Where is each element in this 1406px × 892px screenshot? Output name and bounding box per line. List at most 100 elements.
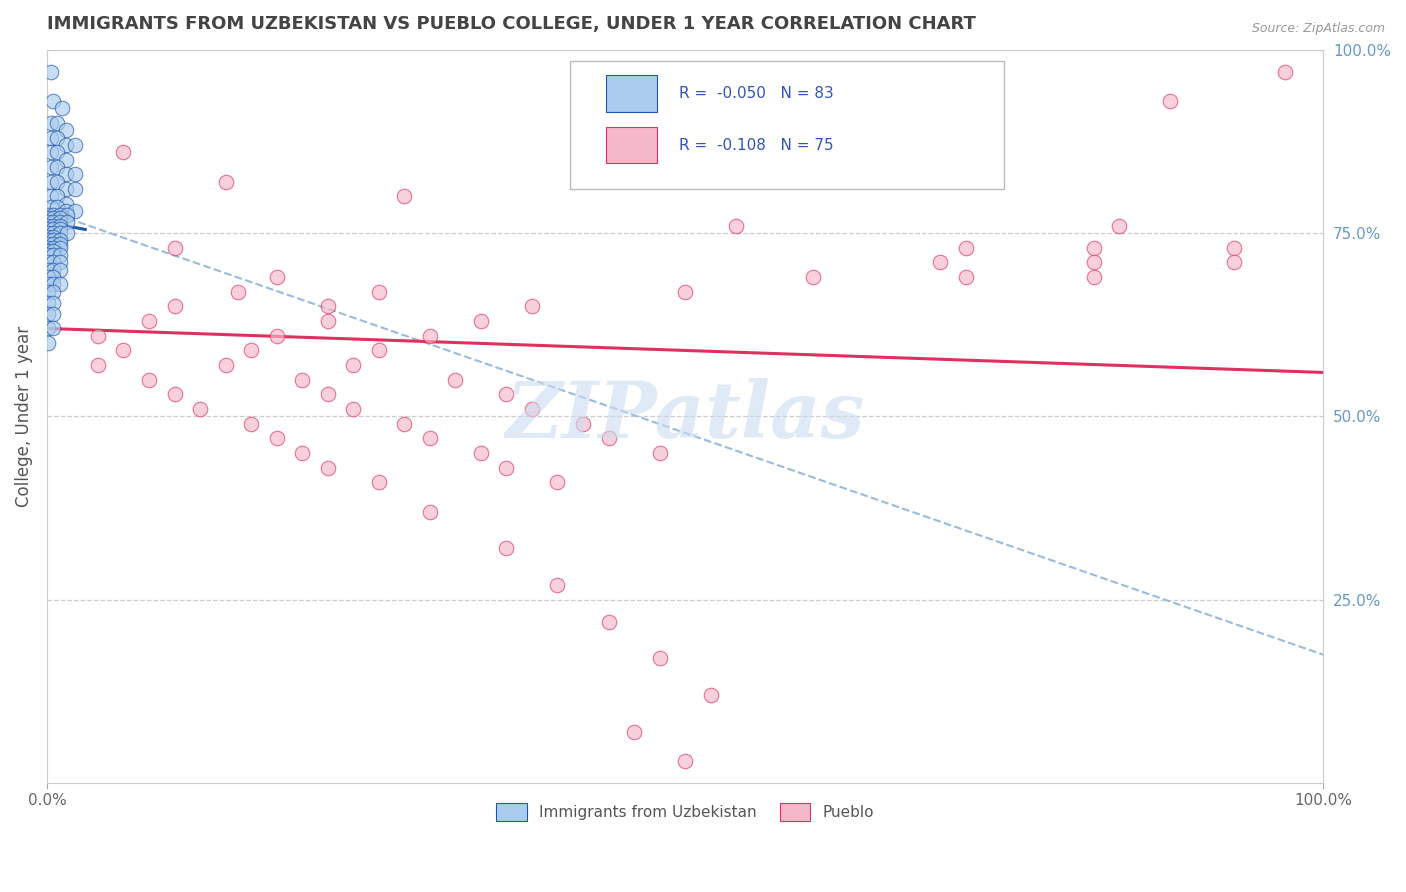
Point <box>138 373 160 387</box>
Point <box>48 277 70 292</box>
Point <box>163 300 186 314</box>
Point <box>42 277 65 292</box>
Point <box>55 138 77 153</box>
Point <box>37 295 59 310</box>
Point <box>37 222 59 236</box>
Point <box>42 244 65 259</box>
Point <box>42 295 65 310</box>
Point <box>48 215 70 229</box>
Point <box>240 417 263 431</box>
Point <box>291 373 314 387</box>
Point <box>46 116 69 130</box>
FancyBboxPatch shape <box>571 61 1004 189</box>
Point <box>55 204 77 219</box>
Point <box>42 237 65 252</box>
Point <box>138 314 160 328</box>
Point <box>37 237 59 252</box>
Point <box>56 208 79 222</box>
Point <box>444 373 467 387</box>
Point <box>1108 219 1130 233</box>
Point <box>1083 270 1105 285</box>
Point <box>48 237 70 252</box>
Point <box>42 94 65 108</box>
Point <box>56 226 79 240</box>
Point <box>163 241 186 255</box>
Y-axis label: College, Under 1 year: College, Under 1 year <box>15 326 32 507</box>
Point <box>42 229 65 244</box>
Point <box>419 328 441 343</box>
Point <box>48 211 70 226</box>
Point <box>37 244 59 259</box>
Point <box>955 270 977 285</box>
Point <box>929 255 952 269</box>
Point <box>367 343 389 358</box>
Point <box>37 336 59 351</box>
Point <box>37 234 59 248</box>
Point <box>342 358 364 372</box>
Point <box>520 300 543 314</box>
Point <box>46 160 69 174</box>
Point <box>56 215 79 229</box>
Point <box>419 432 441 446</box>
Point <box>39 131 62 145</box>
Point <box>42 226 65 240</box>
Point <box>42 255 65 269</box>
Point <box>63 168 86 182</box>
Bar <box>606 127 657 163</box>
Point <box>48 248 70 262</box>
Point <box>1223 255 1246 269</box>
Point <box>419 505 441 519</box>
Point <box>42 307 65 321</box>
Point <box>37 208 59 222</box>
Point <box>598 615 620 629</box>
Point <box>367 475 389 490</box>
Point <box>46 145 69 160</box>
Point <box>699 688 721 702</box>
Point <box>55 123 77 137</box>
Point <box>48 208 70 222</box>
Point <box>42 208 65 222</box>
Point <box>228 285 250 299</box>
Point <box>37 226 59 240</box>
Point <box>623 724 645 739</box>
Point <box>673 754 696 768</box>
Point <box>240 343 263 358</box>
Point <box>48 255 70 269</box>
Point <box>42 262 65 277</box>
Point <box>39 175 62 189</box>
Point <box>37 255 59 269</box>
Point <box>470 314 492 328</box>
Point <box>112 145 135 160</box>
Point <box>48 234 70 248</box>
Point <box>46 201 69 215</box>
Point <box>42 219 65 233</box>
Point <box>214 175 236 189</box>
Point <box>266 432 288 446</box>
Point <box>48 262 70 277</box>
Point <box>46 189 69 203</box>
Point <box>955 241 977 255</box>
Point <box>42 321 65 335</box>
Point <box>39 189 62 203</box>
Point <box>546 578 568 592</box>
Point <box>316 387 339 401</box>
Point <box>39 160 62 174</box>
Point <box>316 460 339 475</box>
Point <box>37 215 59 229</box>
Point <box>63 182 86 196</box>
Point <box>37 277 59 292</box>
Point <box>394 189 416 203</box>
Point <box>87 358 110 372</box>
Point <box>163 387 186 401</box>
Point <box>673 285 696 299</box>
Point <box>37 307 59 321</box>
Point <box>598 432 620 446</box>
Point <box>39 116 62 130</box>
Point <box>546 475 568 490</box>
Legend: Immigrants from Uzbekistan, Pueblo: Immigrants from Uzbekistan, Pueblo <box>491 797 880 827</box>
Point <box>112 343 135 358</box>
Point <box>37 248 59 262</box>
Point <box>37 229 59 244</box>
Text: R =  -0.108   N = 75: R = -0.108 N = 75 <box>679 137 834 153</box>
Point <box>55 182 77 196</box>
